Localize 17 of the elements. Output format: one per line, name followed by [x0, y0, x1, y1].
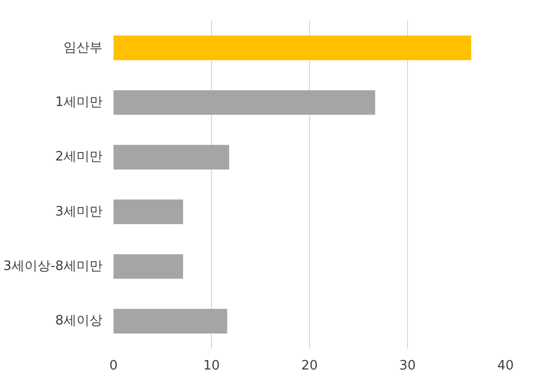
- y-tick-label: 3세미만: [55, 204, 103, 220]
- bar: [114, 144, 230, 170]
- x-tick-label: 40: [497, 358, 514, 374]
- bar: [114, 36, 472, 60]
- bar: [114, 308, 228, 334]
- bar: [114, 90, 376, 115]
- y-tick-label: 3세이상-8세미만: [3, 259, 102, 274]
- x-tick-label: 30: [399, 358, 416, 374]
- y-tick-label: 임산부: [64, 40, 102, 56]
- x-tick-label: 0: [109, 358, 118, 374]
- bar: [114, 200, 184, 224]
- bar: [114, 254, 184, 279]
- x-tick-label: 20: [301, 358, 318, 374]
- y-tick-label: 1세미만: [55, 95, 103, 110]
- y-tick-label: 8세이상: [55, 314, 103, 329]
- x-tick-label: 10: [203, 358, 220, 374]
- y-tick-label: 2세미만: [55, 150, 103, 165]
